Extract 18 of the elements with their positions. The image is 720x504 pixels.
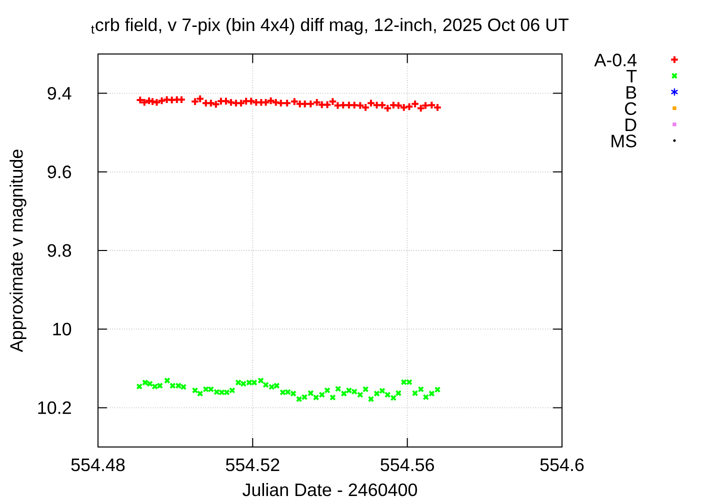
legend-label: D bbox=[626, 118, 636, 131]
x-tick-label: 554.56 bbox=[380, 458, 434, 472]
y-tick-label: 9.8 bbox=[48, 244, 72, 257]
y-axis-title: Approximate v magnitude bbox=[10, 150, 26, 352]
chart-title: $_{t}$crb field, v 7-pix (bin 4x4) diff mag, 12-inch, 2025 Oct 06 UT bbox=[91, 18, 569, 35]
x-tick-label: 554.52 bbox=[226, 458, 280, 472]
legend-label: A-0.4 bbox=[594, 54, 637, 66]
y-tick-label: 9.4 bbox=[48, 86, 72, 100]
legend-label: B bbox=[626, 86, 636, 99]
legend-label: C bbox=[625, 102, 636, 115]
y-tick-label: 10.2 bbox=[38, 401, 71, 414]
legend-label: T bbox=[626, 70, 637, 82]
x-tick-label: 554.6 bbox=[540, 458, 584, 472]
y-tick-label: 10 bbox=[53, 322, 72, 336]
x-tick-label: 554.48 bbox=[71, 458, 125, 472]
y-tick-label: 9.6 bbox=[48, 166, 72, 178]
x-axis-title: Julian Date - 2460400 bbox=[242, 483, 417, 496]
legend-label: MS bbox=[612, 134, 636, 148]
